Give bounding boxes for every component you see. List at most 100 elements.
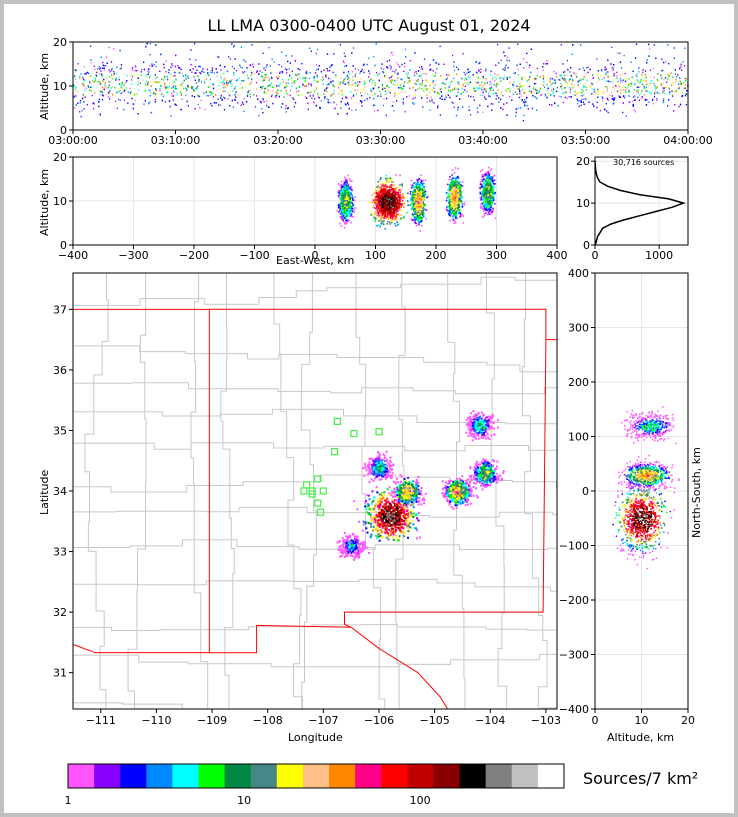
time-source-point	[354, 82, 356, 84]
time-source-point	[159, 89, 161, 91]
ew-source-point	[381, 184, 383, 186]
ew-source-point	[397, 213, 399, 216]
time-source-point	[163, 79, 165, 81]
time-source-point	[611, 46, 613, 49]
time-source-point	[421, 97, 423, 99]
ew-source-point	[397, 223, 400, 225]
time-source-point	[104, 85, 106, 88]
time-source-point	[255, 81, 258, 84]
ew-source-point	[350, 188, 353, 191]
ew-source-point	[387, 205, 390, 207]
time-source-point	[508, 47, 510, 49]
time-source-point	[164, 82, 166, 84]
time-source-point	[278, 64, 280, 66]
time-source-point	[338, 87, 340, 89]
time-source-point	[375, 42, 377, 45]
time-source-point	[129, 92, 131, 94]
time-source-point	[151, 63, 153, 65]
time-source-point	[323, 93, 325, 95]
time-source-point	[95, 74, 97, 76]
time-source-point	[645, 86, 647, 89]
time-source-point	[577, 84, 579, 87]
time-source-point	[256, 71, 258, 73]
time-source-point	[400, 87, 402, 89]
ew-source-point	[340, 200, 343, 202]
time-source-point	[397, 64, 399, 66]
time-source-point	[583, 69, 585, 72]
time-source-point	[180, 108, 182, 111]
time-source-point	[533, 83, 536, 85]
time-source-point	[333, 89, 335, 92]
time-source-point	[429, 81, 431, 84]
time-source-point	[570, 87, 572, 89]
time-source-point	[622, 111, 624, 114]
time-source-point	[99, 114, 101, 117]
time-source-point	[550, 89, 553, 91]
time-source-point	[193, 90, 195, 92]
time-source-point	[429, 85, 431, 87]
time-source-point	[599, 109, 601, 112]
time-source-point	[222, 81, 224, 83]
time-source-point	[604, 69, 606, 71]
time-source-point	[127, 91, 129, 93]
time-source-point	[347, 104, 350, 106]
ew-source-point	[346, 200, 348, 202]
time-source-point	[249, 89, 252, 92]
time-source-point	[630, 76, 632, 78]
time-source-point	[364, 99, 366, 101]
ew-source-point	[346, 191, 349, 194]
time-source-point	[144, 90, 146, 92]
time-source-point	[274, 95, 276, 98]
ew-source-point	[346, 181, 348, 184]
time-source-point	[495, 98, 497, 100]
time-source-point	[550, 94, 552, 96]
ew-source-point	[352, 203, 355, 206]
time-source-point	[198, 95, 200, 97]
time-source-point	[182, 75, 185, 77]
time-source-point	[571, 76, 573, 79]
time-source-point	[266, 88, 268, 91]
ew-source-point	[341, 208, 344, 211]
time-source-point	[214, 102, 216, 104]
time-source-point	[584, 82, 587, 85]
time-source-point	[648, 55, 650, 57]
time-source-point	[198, 80, 201, 82]
time-source-point	[576, 93, 578, 95]
time-source-point	[495, 64, 497, 66]
time-source-point	[535, 77, 537, 80]
time-source-point	[185, 94, 187, 96]
ew-source-point	[375, 189, 377, 192]
time-source-point	[547, 87, 549, 89]
ew-source-point	[336, 210, 339, 212]
ew-source-point	[348, 193, 350, 196]
time-source-point	[490, 70, 492, 72]
time-source-point	[291, 79, 293, 81]
time-source-point	[73, 107, 76, 109]
time-source-point	[200, 81, 203, 83]
time-source-point	[580, 101, 582, 104]
time-source-point	[265, 76, 267, 78]
time-source-point	[628, 91, 630, 93]
ew-source-point	[340, 191, 342, 193]
time-source-point	[457, 91, 459, 93]
time-source-point	[671, 95, 674, 97]
time-source-point	[203, 71, 205, 73]
ew-source-point	[391, 188, 393, 191]
time-source-point	[581, 95, 583, 97]
time-source-point	[210, 71, 212, 73]
time-source-point	[660, 84, 662, 86]
time-source-point	[259, 100, 261, 103]
time-source-point	[552, 88, 555, 90]
time-source-point	[556, 86, 559, 89]
time-source-point	[439, 114, 441, 116]
ew-source-point	[344, 217, 346, 219]
time-source-point	[313, 76, 315, 78]
ew-source-point	[391, 221, 393, 224]
time-source-point	[466, 78, 468, 81]
ew-source-point	[376, 214, 378, 217]
time-source-point	[439, 97, 441, 99]
time-source-point	[293, 82, 295, 84]
time-source-point	[545, 95, 547, 97]
time-source-point	[490, 74, 492, 76]
